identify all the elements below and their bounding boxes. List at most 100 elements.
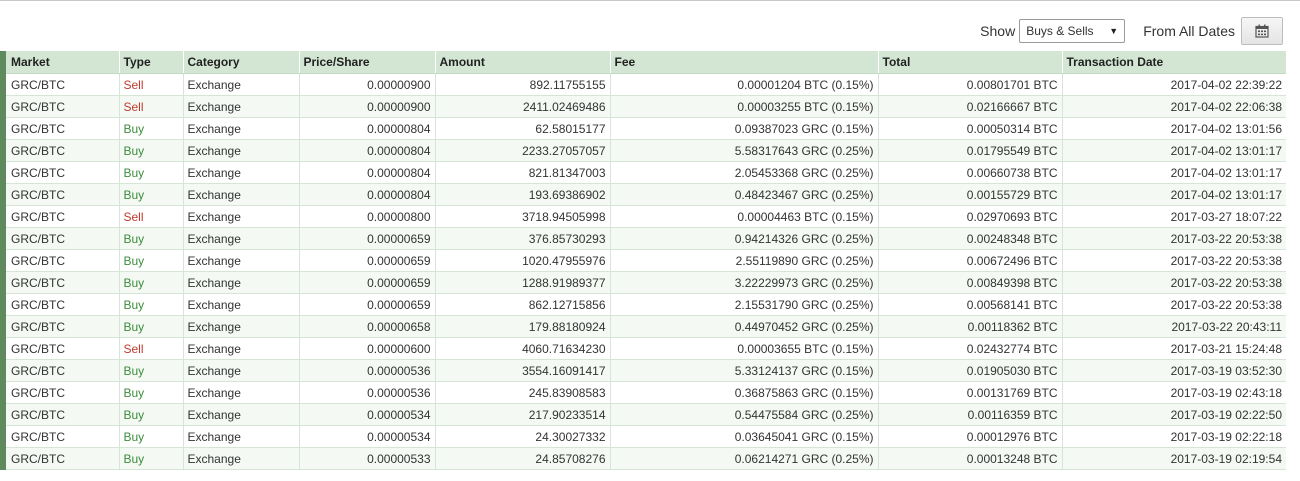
total-cell: 0.00013248 BTC — [877, 447, 1062, 470]
date-picker-button[interactable] — [1241, 17, 1283, 45]
trade-type-select[interactable]: Buys & Sells ▼ — [1019, 19, 1126, 43]
total-cell: 0.00116359 BTC — [877, 403, 1062, 426]
column-header-amount[interactable]: Amount — [434, 51, 610, 74]
fee-cell: 0.00001204 BTC (0.15%) — [609, 73, 878, 96]
total-cell: 0.00050314 BTC — [877, 117, 1062, 140]
total-cell: 0.00248348 BTC — [877, 227, 1062, 250]
transaction-date-cell: 2017-04-02 13:01:17 — [1061, 139, 1286, 162]
category-cell: Exchange — [182, 139, 299, 162]
market-cell: GRC/BTC — [0, 271, 119, 294]
total-cell: 0.00131769 BTC — [877, 381, 1062, 404]
market-cell: GRC/BTC — [0, 161, 119, 184]
amount-cell: 1020.47955976 — [434, 249, 610, 272]
transaction-date-cell: 2017-03-21 15:24:48 — [1061, 337, 1286, 360]
column-header-market[interactable]: Market — [0, 51, 119, 74]
category-cell: Exchange — [182, 403, 299, 426]
trade-filter-toolbar: Show Buys & Sells ▼ From All Dates — [980, 17, 1283, 45]
market-cell: GRC/BTC — [0, 403, 119, 426]
transaction-date-cell: 2017-04-02 13:01:17 — [1061, 183, 1286, 206]
amount-cell: 24.85708276 — [434, 447, 610, 470]
total-cell: 0.02166667 BTC — [877, 95, 1062, 118]
fee-cell: 5.58317643 GRC (0.25%) — [609, 139, 878, 162]
table-row: GRC/BTC Buy Exchange 0.00000534 24.30027332 0… — [0, 425, 1286, 448]
market-cell: GRC/BTC — [0, 359, 119, 382]
fee-cell: 0.00004463 BTC (0.15%) — [609, 205, 878, 228]
amount-cell: 1288.91989377 — [434, 271, 610, 294]
price-share-cell: 0.00000900 — [298, 95, 435, 118]
fee-cell: 2.05453368 GRC (0.25%) — [609, 161, 878, 184]
transaction-date-cell: 2017-04-02 13:01:56 — [1061, 117, 1286, 140]
price-share-cell: 0.00000600 — [298, 337, 435, 360]
market-cell: GRC/BTC — [0, 205, 119, 228]
transaction-date-cell: 2017-03-19 02:43:18 — [1061, 381, 1286, 404]
market-cell: GRC/BTC — [0, 425, 119, 448]
total-cell: 0.00849398 BTC — [877, 271, 1062, 294]
column-header-type[interactable]: Type — [118, 51, 183, 74]
category-cell: Exchange — [182, 337, 299, 360]
type-cell: Buy — [118, 315, 183, 338]
table-row: GRC/BTC Buy Exchange 0.00000658 179.88180924… — [0, 315, 1286, 338]
table-row: GRC/BTC Sell Exchange 0.00000900 2411.024694… — [0, 95, 1286, 118]
fee-cell: 0.00003255 BTC (0.15%) — [609, 95, 878, 118]
amount-cell: 892.11755155 — [434, 73, 610, 96]
amount-cell: 62.58015177 — [434, 117, 610, 140]
price-share-cell: 0.00000659 — [298, 271, 435, 294]
category-cell: Exchange — [182, 205, 299, 228]
price-share-cell: 0.00000658 — [298, 315, 435, 338]
transaction-date-cell: 2017-03-19 02:19:54 — [1061, 447, 1286, 470]
category-cell: Exchange — [182, 425, 299, 448]
fee-cell: 2.55119890 GRC (0.25%) — [609, 249, 878, 272]
amount-cell: 862.12715856 — [434, 293, 610, 316]
category-cell: Exchange — [182, 381, 299, 404]
column-header-fee[interactable]: Fee — [609, 51, 878, 74]
type-cell: Buy — [118, 139, 183, 162]
total-cell: 0.00801701 BTC — [877, 73, 1062, 96]
transaction-date-cell: 2017-03-19 02:22:50 — [1061, 403, 1286, 426]
market-cell: GRC/BTC — [0, 227, 119, 250]
transaction-date-cell: 2017-04-02 22:39:22 — [1061, 73, 1286, 96]
type-cell: Sell — [118, 205, 183, 228]
category-cell: Exchange — [182, 73, 299, 96]
table-row: GRC/BTC Buy Exchange 0.00000536 3554.1609141… — [0, 359, 1286, 382]
type-cell: Buy — [118, 271, 183, 294]
fee-cell: 0.36875863 GRC (0.15%) — [609, 381, 878, 404]
price-share-cell: 0.00000800 — [298, 205, 435, 228]
type-cell: Buy — [118, 425, 183, 448]
table-row: GRC/BTC Buy Exchange 0.00000804 62.58015177 0… — [0, 117, 1286, 140]
column-header-price-share[interactable]: Price/Share — [298, 51, 435, 74]
market-cell: GRC/BTC — [0, 293, 119, 316]
price-share-cell: 0.00000804 — [298, 139, 435, 162]
category-cell: Exchange — [182, 117, 299, 140]
price-share-cell: 0.00000804 — [298, 117, 435, 140]
price-share-cell: 0.00000659 — [298, 227, 435, 250]
price-share-cell: 0.00000536 — [298, 359, 435, 382]
table-row: GRC/BTC Buy Exchange 0.00000659 1020.4795597… — [0, 249, 1286, 272]
fee-cell: 0.54475584 GRC (0.25%) — [609, 403, 878, 426]
column-header-total[interactable]: Total — [877, 51, 1062, 74]
total-cell: 0.00012976 BTC — [877, 425, 1062, 448]
market-cell: GRC/BTC — [0, 183, 119, 206]
amount-cell: 376.85730293 — [434, 227, 610, 250]
transaction-date-cell: 2017-03-22 20:43:11 — [1061, 315, 1286, 338]
price-share-cell: 0.00000534 — [298, 403, 435, 426]
market-cell: GRC/BTC — [0, 337, 119, 360]
table-row: GRC/BTC Buy Exchange 0.00000534 217.90233514… — [0, 403, 1286, 426]
fee-cell: 0.48423467 GRC (0.25%) — [609, 183, 878, 206]
price-share-cell: 0.00000804 — [298, 161, 435, 184]
fee-cell: 0.94214326 GRC (0.25%) — [609, 227, 878, 250]
table-row: GRC/BTC Buy Exchange 0.00000536 245.83908583… — [0, 381, 1286, 404]
fee-cell: 2.15531790 GRC (0.25%) — [609, 293, 878, 316]
amount-cell: 2411.02469486 — [434, 95, 610, 118]
column-header-transaction-date[interactable]: Transaction Date — [1061, 51, 1286, 74]
category-cell: Exchange — [182, 315, 299, 338]
calendar-icon — [1255, 24, 1269, 38]
market-cell: GRC/BTC — [0, 249, 119, 272]
category-cell: Exchange — [182, 161, 299, 184]
transaction-date-cell: 2017-04-02 13:01:17 — [1061, 161, 1286, 184]
category-cell: Exchange — [182, 95, 299, 118]
market-cell: GRC/BTC — [0, 95, 119, 118]
table-row: GRC/BTC Buy Exchange 0.00000804 2233.2705705… — [0, 139, 1286, 162]
type-cell: Sell — [118, 73, 183, 96]
market-cell: GRC/BTC — [0, 139, 119, 162]
column-header-category[interactable]: Category — [182, 51, 299, 74]
